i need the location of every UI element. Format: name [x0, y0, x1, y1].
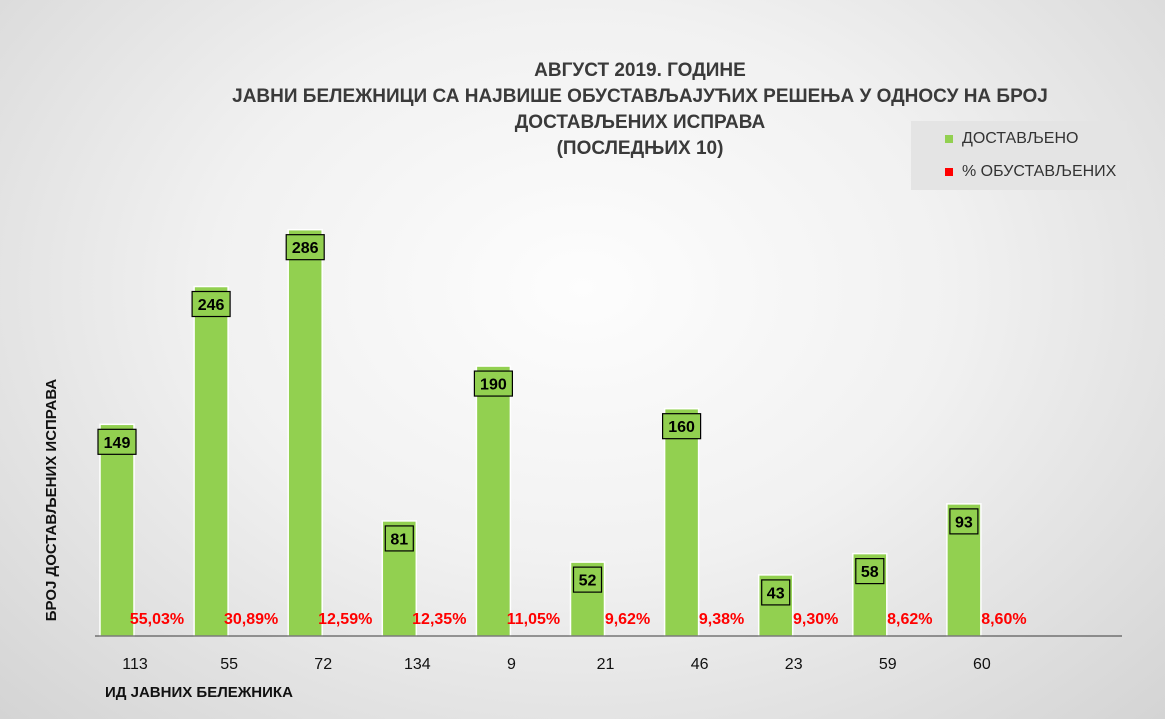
bar-value-label: 190 — [480, 377, 507, 394]
category-tick-label: 9 — [507, 656, 516, 673]
percent-label: 8,62% — [887, 611, 932, 628]
title-line-2: ЈАВНИ БЕЛЕЖНИЦИ СА НАЈВИШЕ ОБУСТАВЉАЈУЋИ… — [232, 86, 1048, 107]
legend-label-suspended: % ОБУСТАВЉЕНИХ — [962, 163, 1117, 180]
legend: ДОСТАВЉЕНО % ОБУСТАВЉЕНИХ — [911, 121, 1127, 190]
percent-label: 12,59% — [318, 611, 372, 628]
y-axis-label: БРОЈ ДОСТАВЉЕНИХ ИСПРАВА — [43, 378, 60, 622]
bar-value-label: 58 — [861, 564, 879, 581]
percent-label: 55,03% — [130, 611, 184, 628]
bar-value-box — [97, 428, 137, 455]
bar-delivered — [663, 407, 700, 637]
title-line-4: (ПОСЛЕДЊИХ 10) — [556, 138, 724, 159]
bar-value-box — [949, 508, 979, 535]
percent-label: 9,62% — [605, 611, 650, 628]
bar-value-box — [761, 579, 791, 606]
percent-label: 8,60% — [981, 611, 1026, 628]
percent-label: 11,05% — [507, 611, 560, 628]
category-tick-label: 23 — [785, 656, 803, 673]
legend-label-delivered: ДОСТАВЉЕНО — [962, 130, 1079, 147]
bar-value-label: 246 — [198, 297, 225, 314]
legend-swatch-suspended — [945, 168, 953, 176]
bar-value-label: 286 — [292, 240, 319, 257]
bar-value-box — [191, 290, 231, 318]
bar-value-label: 149 — [104, 435, 131, 452]
bar-value-box — [572, 566, 603, 593]
category-tick-label: 72 — [314, 656, 332, 673]
bar-value-label: 52 — [579, 573, 597, 590]
category-tick-label: 113 — [122, 656, 148, 673]
bar-value-box — [661, 413, 702, 440]
legend-swatch-delivered — [945, 135, 953, 143]
bar-delivered — [475, 365, 512, 637]
bar-value-box — [855, 557, 885, 585]
percent-label: 30,89% — [224, 611, 278, 628]
category-tick-label: 55 — [220, 656, 238, 673]
percent-label: 12,35% — [412, 611, 466, 628]
category-tick-label: 46 — [691, 656, 709, 673]
bar-value-label: 160 — [668, 419, 695, 436]
bar-value-label: 81 — [390, 531, 408, 548]
bar-value-box — [384, 525, 414, 552]
bar-value-label: 43 — [767, 585, 785, 602]
title-line-1: АВГУСТ 2019. ГОДИНЕ — [534, 60, 746, 81]
category-tick-label: 59 — [879, 656, 897, 673]
chart-title: АВГУСТ 2019. ГОДИНЕ ЈАВНИ БЕЛЕЖНИЦИ СА Н… — [180, 58, 1100, 162]
bar-delivered — [287, 228, 323, 637]
bar-delivered — [193, 285, 229, 637]
title-line-3: ДОСТАВЉЕНИХ ИСПРАВА — [514, 112, 766, 133]
category-tick-label: 60 — [973, 656, 991, 673]
bar-value-box — [285, 234, 325, 261]
percent-label: 9,38% — [699, 611, 744, 628]
category-tick-label: 21 — [597, 656, 615, 673]
bar-value-label: 93 — [955, 514, 973, 531]
percent-label: 9,30% — [793, 611, 838, 628]
category-tick-label: 134 — [404, 656, 431, 673]
bar-value-box — [473, 370, 513, 397]
x-axis-label: ИД ЈАВНИХ БЕЛЕЖНИКА — [105, 684, 293, 701]
bar-delivered — [99, 423, 135, 637]
